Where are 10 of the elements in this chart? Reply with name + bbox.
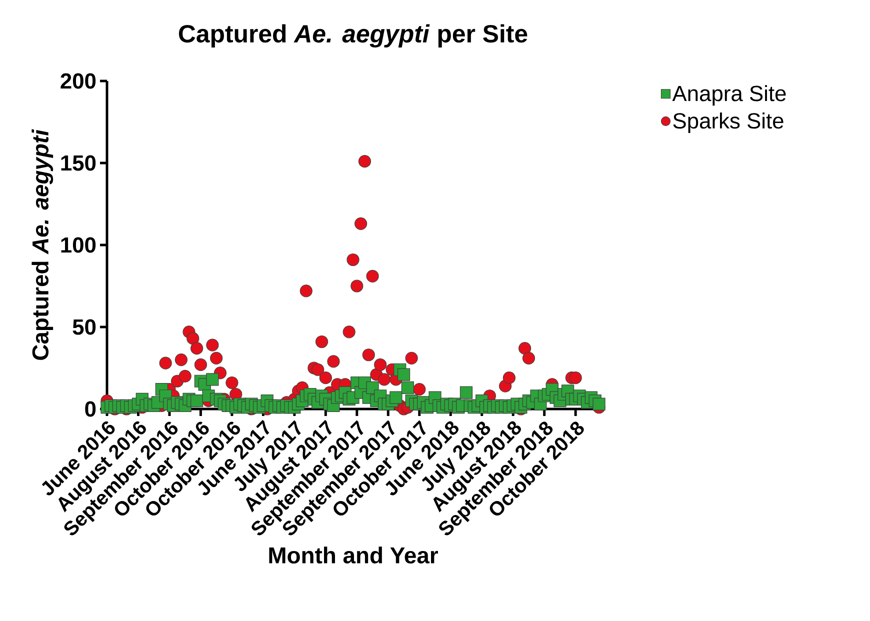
legend-label: Sparks Site (673, 112, 784, 133)
y-tick-label: 200 (60, 73, 96, 89)
y-tick-label: 50 (72, 319, 96, 335)
y-tick-label: 0 (85, 401, 96, 417)
y-tick-label: 100 (61, 237, 96, 253)
y-tick-label: 150 (61, 155, 96, 171)
chart-title: Captured Ae. aegypti per Site (178, 24, 528, 48)
x-axis-title: Month and Year (269, 546, 438, 564)
legend-label: Anapra Site (672, 85, 786, 106)
y-axis-title: Captured Ae. aegypti (32, 129, 54, 360)
